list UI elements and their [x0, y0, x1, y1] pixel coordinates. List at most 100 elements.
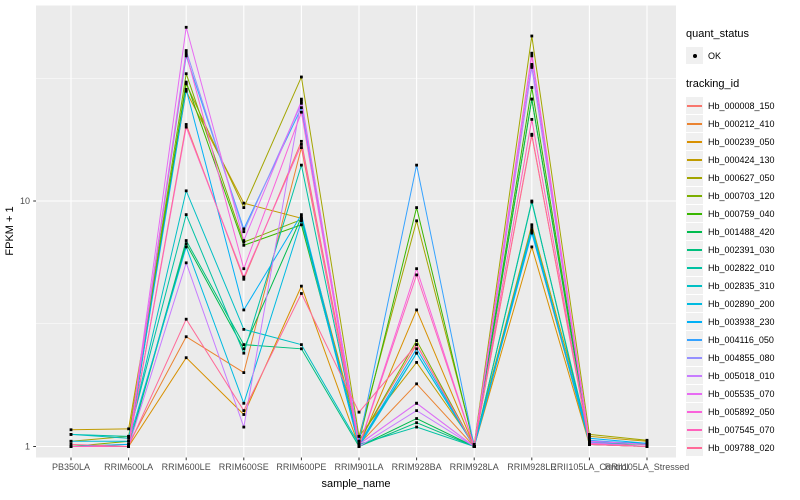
legend-entry-Hb_000759_040: Hb_000759_040: [686, 205, 800, 222]
legend-key-box: [686, 259, 703, 276]
legend-line-swatch: [687, 356, 702, 359]
data-point: [242, 371, 246, 374]
legend-entry-Hb_007545_070: Hb_007545_070: [686, 421, 800, 438]
data-point: [300, 139, 303, 143]
point-marker-icon: [692, 53, 697, 58]
data-point: [357, 410, 361, 414]
data-point: [530, 66, 534, 69]
data-point: [472, 445, 476, 448]
legend-key-box: [686, 223, 703, 240]
legend-line-swatch: [687, 374, 702, 377]
x-tick-label: PB350LA: [52, 462, 90, 472]
legend-tracking-id-title: tracking_id: [686, 78, 740, 90]
legend-line-swatch: [687, 320, 702, 323]
data-point: [415, 409, 418, 413]
legend-line-swatch: [687, 158, 702, 161]
legend-entry-Hb_003938_230: Hb_003938_230: [686, 313, 800, 330]
legend-line-swatch: [687, 230, 702, 233]
legend-entry-Hb_005018_010: Hb_005018_010: [686, 367, 800, 384]
data-point: [184, 335, 188, 339]
data-point: [300, 213, 303, 217]
legend-line-swatch: [687, 428, 702, 431]
data-point: [530, 34, 534, 38]
data-point: [69, 442, 73, 446]
legend-entry-Hb_005535_070: Hb_005535_070: [686, 385, 800, 402]
legend-entry-Hb_002835_310: Hb_002835_310: [686, 277, 800, 294]
data-point: [184, 25, 188, 29]
legend-entry-label: Hb_002835_310: [708, 280, 775, 291]
data-point: [530, 223, 534, 227]
data-point: [184, 80, 188, 84]
data-point: [242, 413, 246, 416]
data-point: [184, 51, 188, 55]
data-point: [242, 201, 246, 205]
data-point: [184, 261, 188, 265]
legend-key-box: [686, 205, 703, 222]
data-point: [242, 425, 246, 429]
legend-key-box: [686, 403, 703, 420]
x-tick-label: RRIM928BA: [392, 462, 442, 472]
legend-entry-label: Hb_000703_120: [708, 190, 775, 201]
legend-entry-label: Hb_002391_030: [708, 244, 775, 255]
data-point: [184, 125, 188, 129]
data-point: [357, 439, 361, 443]
data-point: [184, 87, 188, 91]
data-point: [530, 64, 534, 68]
data-point: [415, 351, 418, 355]
legend-key-box: [686, 349, 703, 366]
legend-line-swatch: [687, 212, 702, 215]
data-point: [530, 117, 534, 121]
data-point: [242, 206, 246, 209]
legend-entry-label: Hb_005535_070: [708, 388, 775, 399]
data-point: [300, 343, 303, 347]
legend-entry-Hb_000703_120: Hb_000703_120: [686, 187, 800, 204]
data-point: [69, 439, 73, 443]
data-point: [300, 99, 303, 103]
data-point: [415, 343, 418, 347]
legend-key-box: [686, 169, 703, 186]
legend-entry-label: Hb_007545_070: [708, 424, 775, 435]
legend-line-swatch: [687, 248, 702, 251]
legend-line-swatch: [687, 194, 702, 197]
data-point: [127, 442, 130, 446]
legend-entries: Hb_000008_150 Hb_000212_410 Hb_000239_050 H…: [686, 97, 800, 456]
legend-line-swatch: [687, 302, 702, 305]
legend: quant_status OK tracking_id Hb_000008_15…: [686, 28, 800, 470]
data-point: [300, 163, 303, 167]
data-point: [242, 275, 246, 279]
legend-key-box: [686, 421, 703, 438]
data-point: [242, 347, 246, 351]
data-point: [69, 428, 73, 432]
data-point: [184, 54, 188, 58]
legend-key-box: [686, 97, 703, 114]
legend-entry-label: Hb_004116_050: [708, 334, 774, 345]
data-point: [530, 226, 534, 229]
data-point: [184, 72, 188, 76]
axes-layer: 1 10 PB350LA RRIM600LA RRIM600LE RRIM600SE RRI…: [20, 196, 689, 472]
legend-key-box: [686, 47, 703, 64]
data-point: [645, 442, 649, 446]
data-point: [184, 356, 188, 360]
data-point: [530, 54, 534, 58]
data-point: [588, 439, 591, 443]
data-point: [415, 421, 418, 425]
data-point: [242, 230, 246, 234]
data-point: [415, 347, 418, 351]
legend-entry-Hb_002890_200: Hb_002890_200: [686, 295, 800, 312]
x-tick-label: RRII105LA_Stressed: [605, 462, 690, 472]
legend-entry-label: Hb_009788_020: [708, 442, 775, 453]
data-point: [472, 442, 476, 446]
x-tick-label: RRIM600SE: [219, 462, 269, 472]
data-point: [242, 308, 246, 312]
chart-canvas: 1 10 PB350LA RRIM600LA RRIM600LE RRIM600SE RRI…: [4, 5, 689, 490]
data-point: [242, 227, 246, 231]
data-point: [127, 427, 130, 431]
legend-key-box: [686, 115, 703, 132]
data-point: [645, 445, 649, 448]
legend-entry-Hb_004855_080: Hb_004855_080: [686, 349, 800, 366]
legend-quant-status-section: quant_status OK: [686, 28, 800, 64]
data-point: [530, 63, 534, 66]
data-point: [69, 445, 73, 448]
legend-line-swatch: [687, 140, 702, 143]
data-point: [300, 223, 303, 227]
